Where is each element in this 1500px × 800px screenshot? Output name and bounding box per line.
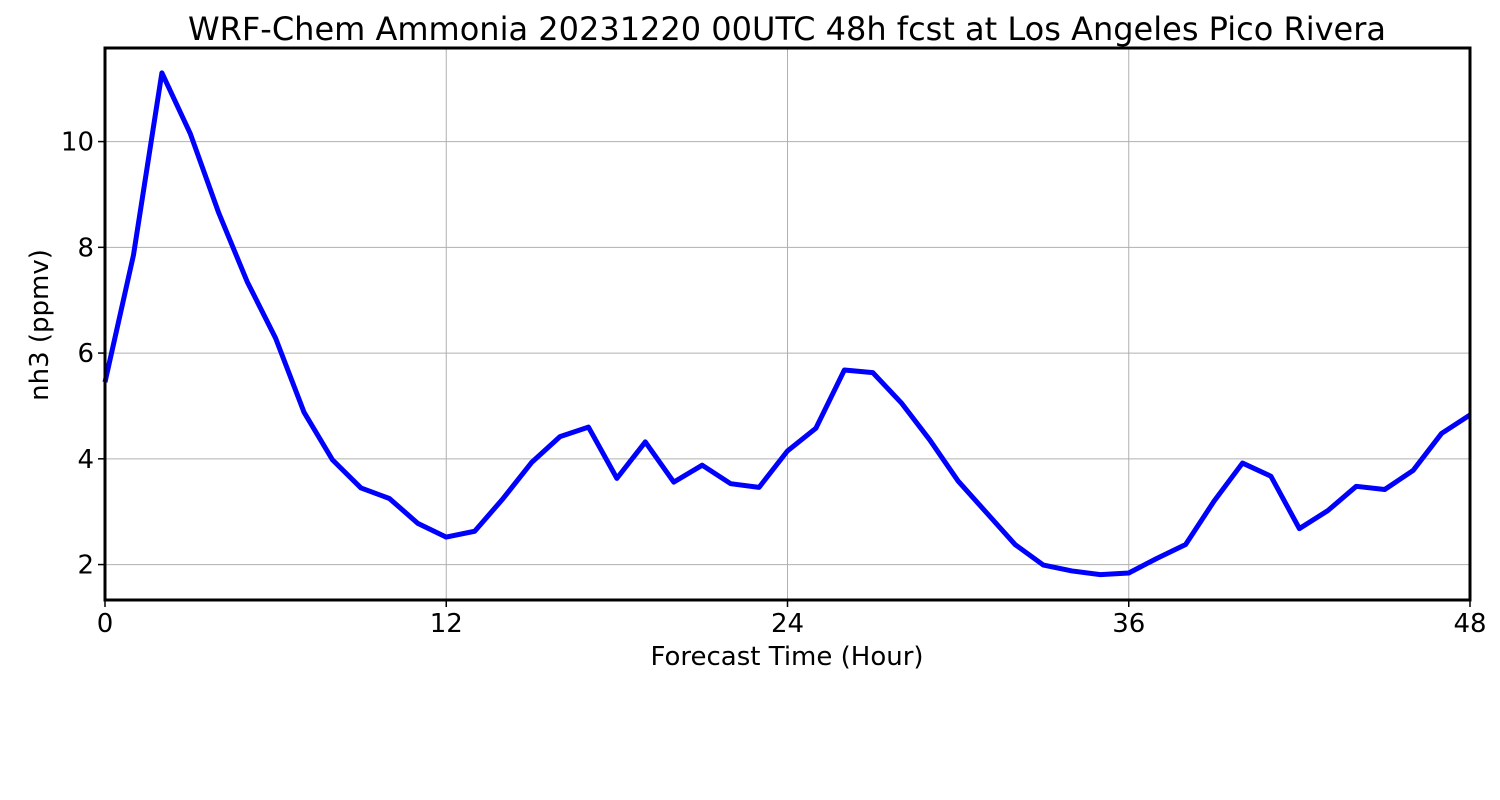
series-layer — [102, 70, 1472, 578]
series-line-1 — [102, 70, 1472, 578]
y-tick-label: 8 — [77, 233, 94, 263]
y-axis-label: nh3 (ppmv) — [25, 249, 55, 401]
y-tick-label: 6 — [77, 339, 94, 369]
x-tick-label: 36 — [1112, 609, 1145, 639]
chart-title: WRF-Chem Ammonia 20231220 00UTC 48h fcst… — [188, 10, 1386, 48]
x-tick-label: 0 — [97, 609, 114, 639]
x-axis-label: Forecast Time (Hour) — [650, 642, 923, 672]
y-tick-label: 2 — [77, 551, 94, 581]
x-tick-label: 48 — [1453, 609, 1486, 639]
x-tick-label: 12 — [430, 609, 463, 639]
y-tick-label: 4 — [77, 445, 94, 475]
y-tick-label: 10 — [61, 128, 94, 158]
x-tick-label: 24 — [771, 609, 804, 639]
